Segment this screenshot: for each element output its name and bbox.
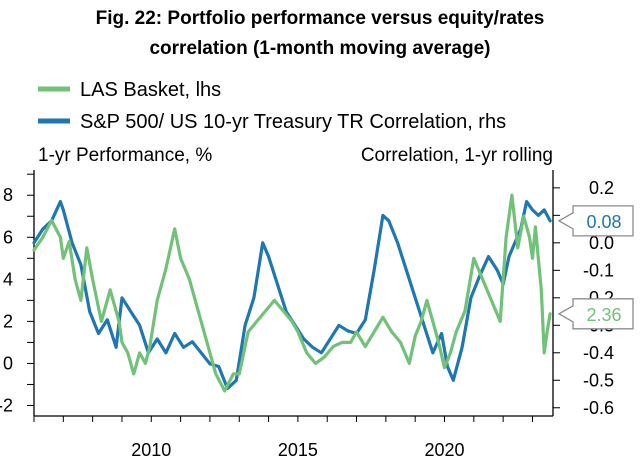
left-tick-label: -2 [0,395,13,415]
right-tick-label: 0.2 [589,178,614,198]
left-tick-label: 2 [3,311,13,331]
callout-box [557,205,634,237]
right-axis-label: Correlation, 1-yr rolling [361,145,553,166]
value-callouts: 2.36 0.08 [557,205,634,330]
left-tick-label: 6 [3,227,13,247]
right-tick-label: -0.4 [583,343,614,363]
series-line-correlation [32,200,552,391]
x-tick-label: 2020 [424,440,464,460]
chart-title-line-2: correlation (1-month moving average) [149,38,490,59]
series-line-las-basket [32,193,552,393]
left-tick-label: 8 [3,185,13,205]
x-tick-label: 2015 [278,440,318,460]
x-tick-label: 2010 [131,440,171,460]
callout-value: 2.36 [586,305,621,325]
legend: LAS Basket, lhs S&P 500/ US 10-yr Treasu… [38,79,506,133]
left-tick-label: 0 [3,353,13,373]
legend-label-correlation: S&P 500/ US 10-yr Treasury TR Correlatio… [80,111,506,133]
left-tick-label: 4 [3,269,13,289]
chart-title-line-1: Fig. 22: Portfolio performance versus eq… [96,8,545,29]
callout-las-basket: 2.36 [557,298,634,330]
right-tick-label: 0.0 [589,233,614,253]
callout-correlation: 0.08 [557,205,634,237]
callout-box [557,298,634,330]
series-layer [32,193,552,393]
legend-label-las-basket: LAS Basket, lhs [80,79,221,101]
left-axis-label: 1-yr Performance, % [38,145,212,166]
right-tick-label: -0.1 [583,260,614,280]
callout-value: 0.08 [586,212,621,232]
right-tick-label: -0.5 [583,370,614,390]
right-tick-label: -0.6 [583,398,614,418]
